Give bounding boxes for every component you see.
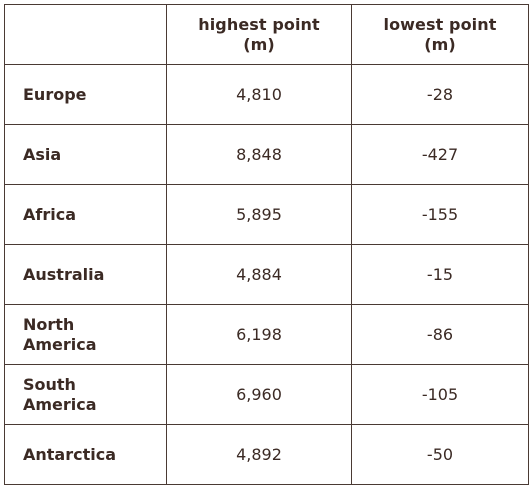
table-row: Australia 4,884 -15 bbox=[4, 244, 529, 305]
continent-cell: Australia bbox=[4, 244, 167, 305]
lowest-point-cell: -28 bbox=[351, 64, 529, 125]
header-lowest-point: lowest point (m) bbox=[351, 4, 529, 65]
table-header: highest point (m) lowest point (m) bbox=[4, 4, 529, 65]
lowest-point-cell: -155 bbox=[351, 184, 529, 245]
highest-point-cell: 4,892 bbox=[166, 424, 352, 485]
continent-cell: Asia bbox=[4, 124, 167, 185]
header-corner-cell bbox=[4, 4, 167, 65]
header-highest-point: highest point (m) bbox=[166, 4, 352, 65]
continent-cell: South America bbox=[4, 364, 167, 425]
highest-point-cell: 5,895 bbox=[166, 184, 352, 245]
lowest-point-cell: -50 bbox=[351, 424, 529, 485]
table-row: Asia 8,848 -427 bbox=[4, 124, 529, 185]
continent-cell: Africa bbox=[4, 184, 167, 245]
lowest-point-cell: -105 bbox=[351, 364, 529, 425]
lowest-point-cell: -427 bbox=[351, 124, 529, 185]
table-row: Antarctica 4,892 -50 bbox=[4, 424, 529, 485]
highest-point-cell: 6,960 bbox=[166, 364, 352, 425]
table-row: Europe 4,810 -28 bbox=[4, 64, 529, 125]
elevation-table-container: highest point (m) lowest point (m) Europ… bbox=[4, 4, 529, 485]
table-row: Africa 5,895 -155 bbox=[4, 184, 529, 245]
lowest-point-cell: -86 bbox=[351, 304, 529, 365]
continent-cell: North America bbox=[4, 304, 167, 365]
continent-cell: Europe bbox=[4, 64, 167, 125]
header-row: highest point (m) lowest point (m) bbox=[4, 4, 529, 65]
table-body: Europe 4,810 -28 Asia 8,848 -427 Africa … bbox=[4, 64, 529, 485]
elevation-table: highest point (m) lowest point (m) Europ… bbox=[4, 4, 529, 485]
table-row: North America 6,198 -86 bbox=[4, 304, 529, 365]
highest-point-cell: 8,848 bbox=[166, 124, 352, 185]
continent-cell: Antarctica bbox=[4, 424, 167, 485]
lowest-point-cell: -15 bbox=[351, 244, 529, 305]
highest-point-cell: 4,810 bbox=[166, 64, 352, 125]
highest-point-cell: 6,198 bbox=[166, 304, 352, 365]
highest-point-cell: 4,884 bbox=[166, 244, 352, 305]
table-row: South America 6,960 -105 bbox=[4, 364, 529, 425]
